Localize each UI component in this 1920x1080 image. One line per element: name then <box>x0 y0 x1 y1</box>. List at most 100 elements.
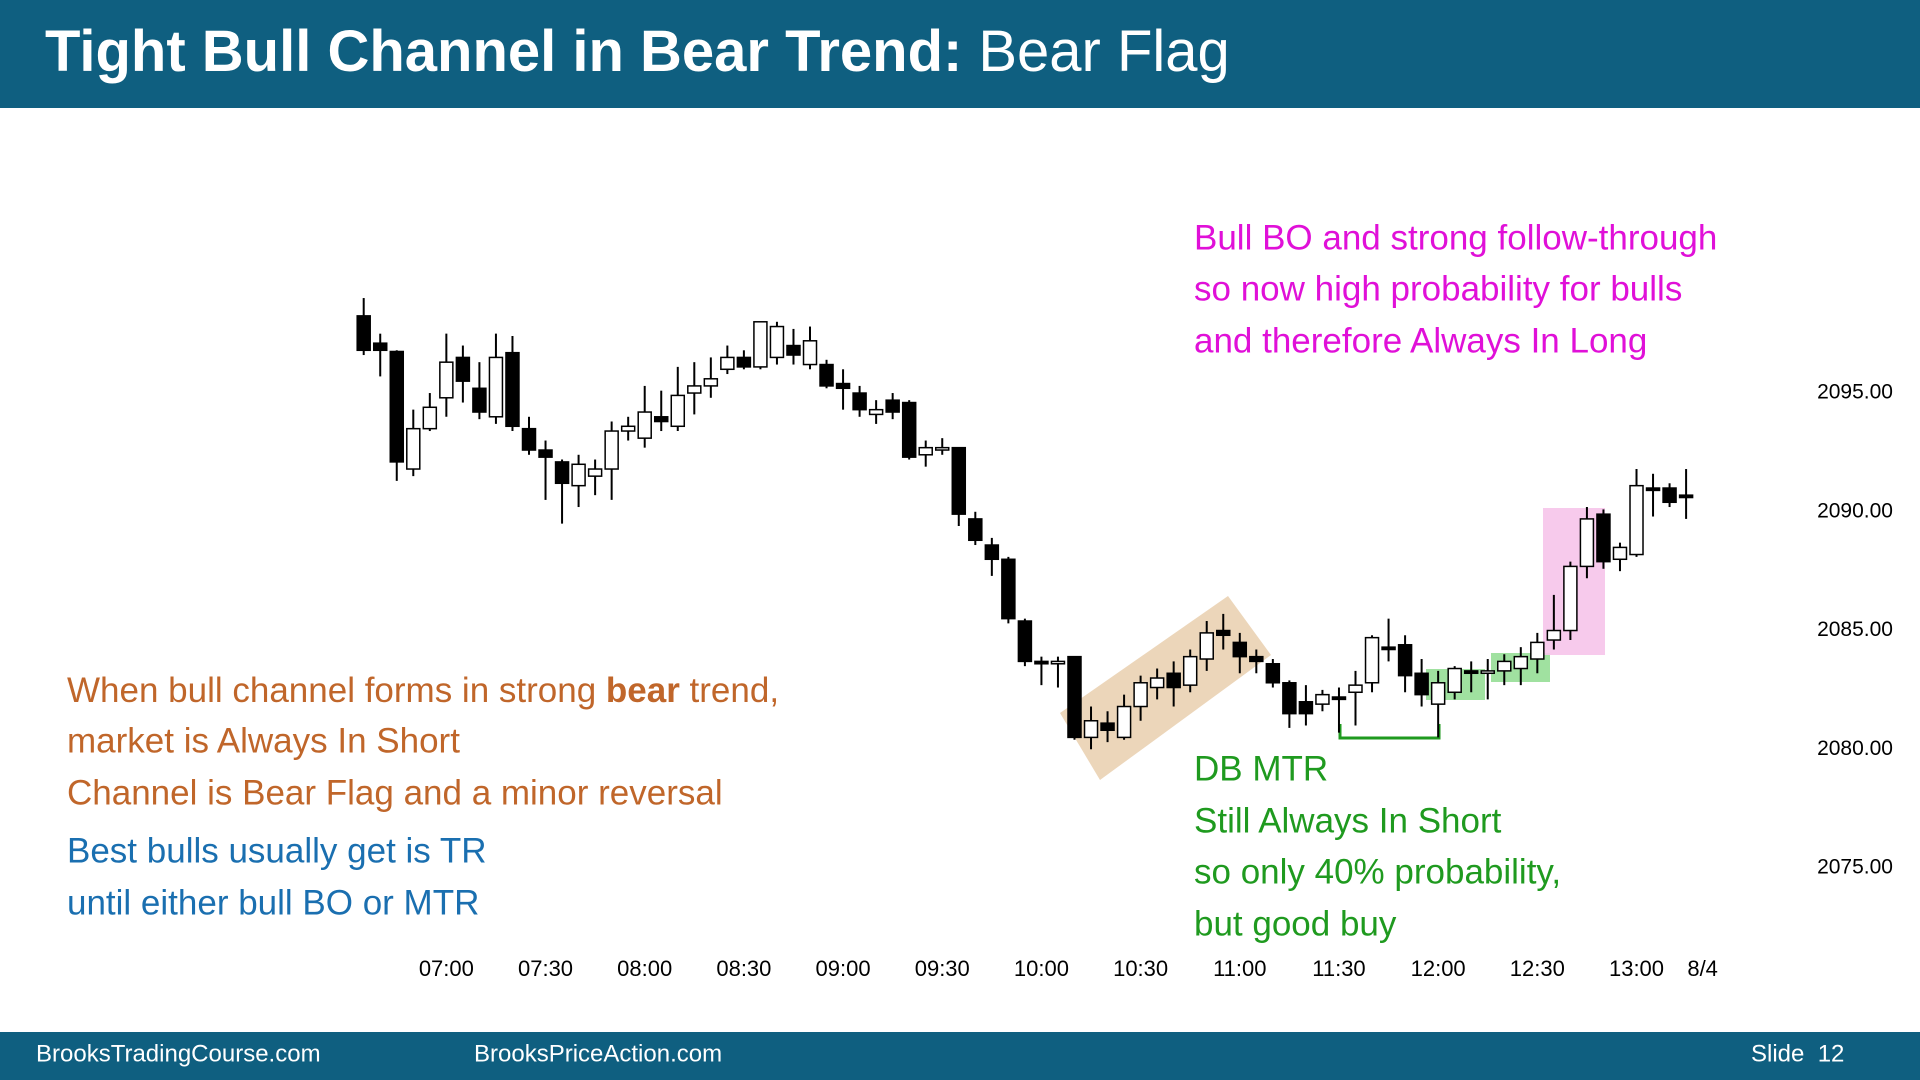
candle-body <box>1546 629 1562 641</box>
candle-body <box>455 356 471 382</box>
candle-body <box>835 382 851 390</box>
candle-body <box>488 356 504 418</box>
y-tick-label: 2080.00 <box>1817 737 1893 760</box>
candle-body <box>505 351 520 428</box>
annotation: until either bull BO or MTR <box>67 883 479 922</box>
candle-body <box>356 315 371 352</box>
candle-body <box>1397 644 1413 677</box>
candle-body <box>1249 655 1264 663</box>
candle-body <box>703 378 719 387</box>
candle-body <box>587 468 603 477</box>
candle-body <box>1480 670 1495 675</box>
candle-body <box>819 363 834 387</box>
candle-body <box>538 449 553 458</box>
candle-body <box>406 427 421 470</box>
candle-body <box>901 401 917 458</box>
candle-body <box>521 427 537 451</box>
candle-body <box>1067 655 1082 739</box>
candle-body <box>1596 513 1611 563</box>
annotation-part: trend, <box>680 671 779 710</box>
y-tick-label: 2095.00 <box>1817 381 1893 404</box>
header-band <box>0 0 1920 108</box>
candle-body <box>1050 660 1066 665</box>
candle-body <box>968 518 983 542</box>
candle-body <box>1430 682 1446 705</box>
candle-body <box>1034 660 1049 665</box>
candle-body <box>1100 722 1115 732</box>
candle-body <box>372 342 388 352</box>
candle-body <box>918 446 933 456</box>
annotation: so only 40% probability, <box>1194 852 1561 891</box>
y-tick-label: 2075.00 <box>1817 856 1893 879</box>
annotation: Best bulls usually get is TR <box>67 831 487 870</box>
y-tick-label: 2085.00 <box>1817 618 1893 641</box>
x-tick-label: 10:30 <box>1113 956 1168 981</box>
candle-body <box>1579 518 1595 568</box>
slide-title: Tight Bull Channel in Bear Trend: Bear Fl… <box>45 19 1230 84</box>
candle-body <box>637 411 652 439</box>
slide-number: Slide 12 <box>1751 1040 1844 1067</box>
candle-body <box>1331 696 1347 701</box>
candle-body <box>736 356 752 368</box>
candle-body <box>1530 641 1545 660</box>
candle-body <box>1662 487 1677 504</box>
x-tick-label: 08:00 <box>617 956 672 981</box>
annotation: When bull channel forms in strong bear t… <box>67 671 779 710</box>
candle-body <box>1083 720 1099 739</box>
candle-body <box>1463 670 1479 675</box>
candle-body <box>1315 693 1330 705</box>
candle-body <box>769 325 785 359</box>
annotation: DB MTR <box>1194 749 1328 788</box>
x-tick-label: 09:00 <box>816 956 871 981</box>
candle-body <box>1563 565 1578 632</box>
annotation: but good buy <box>1194 904 1397 943</box>
candle-body <box>1001 558 1016 620</box>
x-tick-label: 09:30 <box>915 956 970 981</box>
x-tick-label: 12:00 <box>1411 956 1466 981</box>
candle-body <box>802 340 818 366</box>
candle-body <box>687 385 702 394</box>
title-rest: Bear Flag <box>978 19 1229 84</box>
candle-body <box>571 463 586 487</box>
candle-body <box>1166 672 1181 689</box>
candle-body <box>1645 487 1661 492</box>
candle-body <box>439 361 454 399</box>
candle-body <box>720 356 735 371</box>
x-tick-label: 11:30 <box>1312 956 1365 981</box>
candle-body <box>653 416 669 423</box>
candle-body <box>1182 655 1198 686</box>
candle-body <box>885 399 900 413</box>
annotation: Bull BO and strong follow-through <box>1194 218 1717 257</box>
annotation-part: bear <box>606 671 680 710</box>
x-tick-label: 07:30 <box>518 956 573 981</box>
channel-highlight <box>1060 596 1271 780</box>
annotation: so now high probability for bulls <box>1194 269 1682 308</box>
x-tick-label: 11:00 <box>1213 956 1266 981</box>
candle-body <box>753 321 768 368</box>
candle-body <box>422 406 438 430</box>
candle-body <box>1017 620 1033 663</box>
candle-body <box>1447 667 1462 694</box>
annotation: and therefore Always In Long <box>1194 321 1647 360</box>
candle-body <box>1348 684 1363 694</box>
candle-body <box>620 425 636 432</box>
candle-body <box>1497 660 1512 672</box>
footer-band <box>0 1032 1920 1080</box>
footer-text: BrooksPriceAction.com <box>474 1040 722 1067</box>
double-bottom-line <box>1338 724 1441 740</box>
candle-body <box>1216 629 1231 637</box>
candle-body <box>935 446 950 451</box>
candle-body <box>1232 641 1248 658</box>
annotation-part: When bull channel forms in strong <box>67 671 606 710</box>
candle-body <box>1414 672 1429 696</box>
candle-body <box>786 344 801 356</box>
candle-body <box>1298 701 1314 715</box>
annotations: Bull BO and strong follow-through so now… <box>67 218 1717 943</box>
x-tick-label: 13:00 <box>1609 956 1664 981</box>
candle-body <box>1678 494 1694 499</box>
candle-body <box>868 408 884 416</box>
candle-body <box>389 350 405 463</box>
candle-body <box>1381 646 1396 651</box>
candle-body <box>1629 484 1644 556</box>
